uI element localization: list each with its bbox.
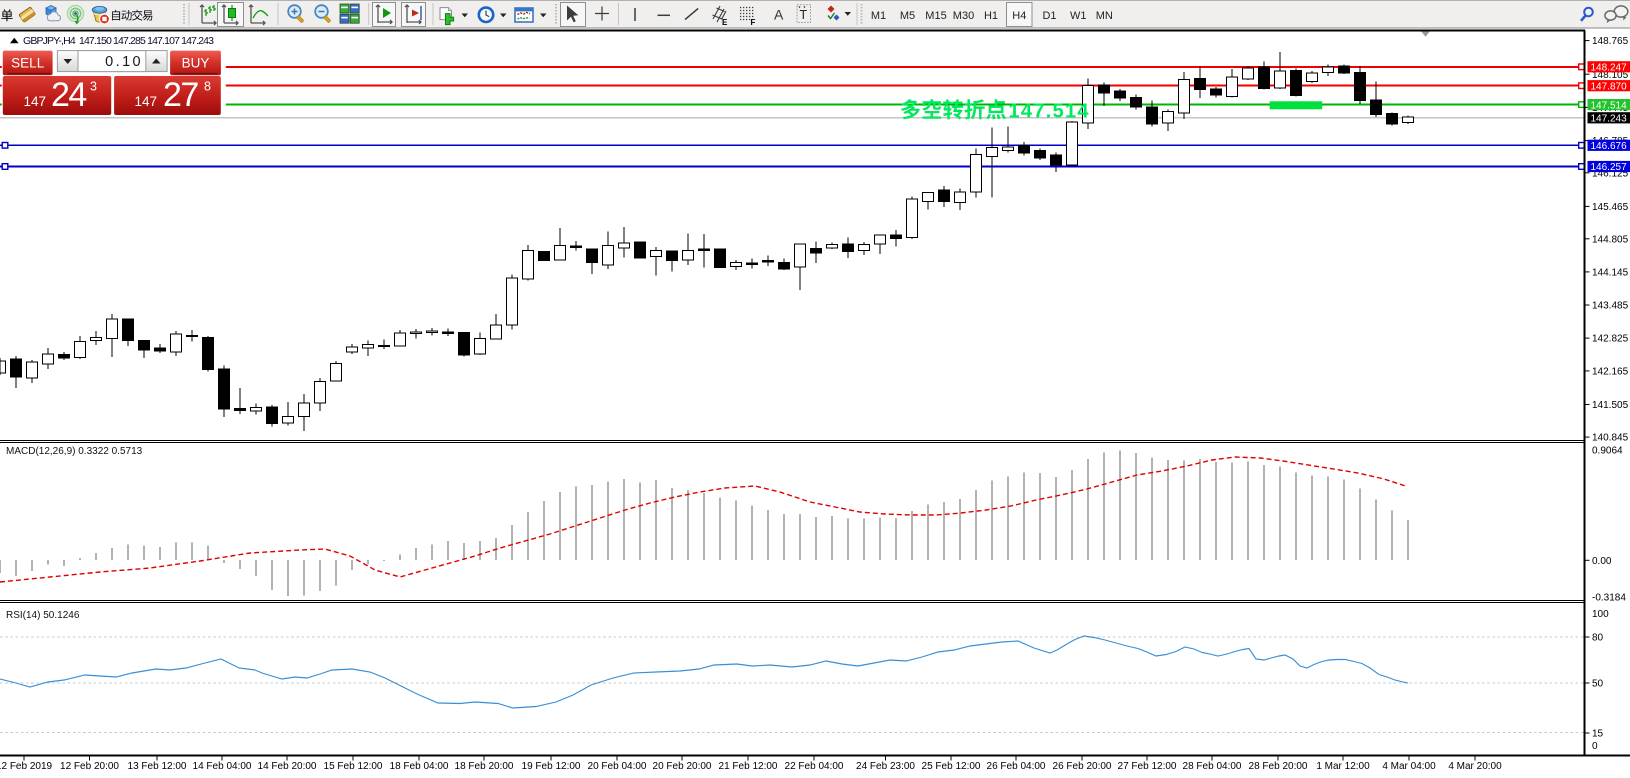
svg-text:100: 100 bbox=[1592, 609, 1609, 620]
svg-text:148.247: 148.247 bbox=[1591, 63, 1628, 74]
svg-text:141.505: 141.505 bbox=[1592, 400, 1629, 411]
svg-text:0.00: 0.00 bbox=[1592, 556, 1612, 567]
svg-text:148.105: 148.105 bbox=[1592, 70, 1629, 81]
svg-text:D1: D1 bbox=[1042, 10, 1056, 22]
svg-text:21 Feb 12:00: 21 Feb 12:00 bbox=[719, 761, 778, 772]
svg-text:M30: M30 bbox=[953, 10, 974, 22]
svg-text:24 Feb 23:00: 24 Feb 23:00 bbox=[856, 761, 915, 772]
svg-text:25 Feb 12:00: 25 Feb 12:00 bbox=[922, 761, 981, 772]
svg-text:H4: H4 bbox=[1012, 10, 1026, 22]
svg-text:E: E bbox=[722, 18, 728, 27]
svg-text:T: T bbox=[800, 8, 808, 22]
svg-text:3: 3 bbox=[90, 80, 97, 94]
svg-text:27 Feb 12:00: 27 Feb 12:00 bbox=[1118, 761, 1177, 772]
svg-text:140.845: 140.845 bbox=[1592, 433, 1629, 444]
svg-text:147.243: 147.243 bbox=[1591, 114, 1628, 125]
svg-text:143.485: 143.485 bbox=[1592, 301, 1629, 312]
svg-text:12 Feb 2019: 12 Feb 2019 bbox=[0, 761, 53, 772]
svg-text:M15: M15 bbox=[925, 10, 946, 22]
svg-text:28 Feb 20:00: 28 Feb 20:00 bbox=[1249, 761, 1308, 772]
svg-text:0: 0 bbox=[1592, 741, 1598, 752]
svg-text:4 Mar 20:00: 4 Mar 20:00 bbox=[1448, 761, 1502, 772]
svg-text:142.825: 142.825 bbox=[1592, 334, 1629, 345]
svg-text:15: 15 bbox=[1592, 729, 1604, 740]
svg-text:18 Feb 20:00: 18 Feb 20:00 bbox=[455, 761, 514, 772]
svg-text:18 Feb 04:00: 18 Feb 04:00 bbox=[390, 761, 449, 772]
svg-text:24: 24 bbox=[51, 76, 86, 114]
svg-text:26 Feb 20:00: 26 Feb 20:00 bbox=[1053, 761, 1112, 772]
svg-text:M1: M1 bbox=[871, 10, 886, 22]
svg-text:BUY: BUY bbox=[182, 55, 210, 70]
svg-text:19 Feb 12:00: 19 Feb 12:00 bbox=[522, 761, 581, 772]
svg-text:50: 50 bbox=[1592, 679, 1604, 690]
svg-text:12 Feb 20:00: 12 Feb 20:00 bbox=[60, 761, 119, 772]
svg-text:H1: H1 bbox=[984, 10, 998, 22]
svg-text:0.10: 0.10 bbox=[105, 54, 143, 70]
svg-text:RSI(14) 50.1246: RSI(14) 50.1246 bbox=[6, 610, 80, 621]
svg-text:GBPJPY-,H4 147.150 147.285 14: GBPJPY-,H4 147.150 147.285 147.107 147.2… bbox=[23, 35, 214, 47]
svg-text:147.514: 147.514 bbox=[1591, 100, 1628, 111]
svg-text:MN: MN bbox=[1096, 10, 1113, 22]
svg-text:147.514: 147.514 bbox=[1009, 101, 1090, 123]
svg-text:A: A bbox=[774, 6, 784, 22]
svg-text:1 Mar 12:00: 1 Mar 12:00 bbox=[1316, 761, 1370, 772]
svg-text:4 Mar 04:00: 4 Mar 04:00 bbox=[1382, 761, 1436, 772]
svg-text:27: 27 bbox=[163, 76, 198, 114]
svg-text:26 Feb 04:00: 26 Feb 04:00 bbox=[987, 761, 1046, 772]
svg-text:W1: W1 bbox=[1070, 10, 1087, 22]
svg-text:147: 147 bbox=[134, 94, 157, 109]
svg-text:144.145: 144.145 bbox=[1592, 268, 1629, 279]
svg-text:146.676: 146.676 bbox=[1591, 141, 1628, 152]
svg-text:148.765: 148.765 bbox=[1592, 36, 1629, 47]
svg-text:15 Feb 12:00: 15 Feb 12:00 bbox=[324, 761, 383, 772]
svg-text:145.465: 145.465 bbox=[1592, 202, 1629, 213]
svg-text:22 Feb 04:00: 22 Feb 04:00 bbox=[785, 761, 844, 772]
svg-text:8: 8 bbox=[204, 80, 211, 94]
svg-text:80: 80 bbox=[1592, 633, 1604, 644]
svg-text:146.125: 146.125 bbox=[1592, 168, 1629, 179]
svg-text:20 Feb 20:00: 20 Feb 20:00 bbox=[653, 761, 712, 772]
svg-text:28 Feb 04:00: 28 Feb 04:00 bbox=[1183, 761, 1242, 772]
svg-text:MACD(12,26,9) 0.3322 0.5713: MACD(12,26,9) 0.3322 0.5713 bbox=[6, 446, 143, 457]
svg-text:0.9064: 0.9064 bbox=[1592, 445, 1623, 456]
svg-text:147: 147 bbox=[23, 94, 46, 109]
svg-text:14 Feb 04:00: 14 Feb 04:00 bbox=[193, 761, 252, 772]
svg-text:20 Feb 04:00: 20 Feb 04:00 bbox=[588, 761, 647, 772]
svg-text:M5: M5 bbox=[900, 10, 915, 22]
svg-text:144.805: 144.805 bbox=[1592, 234, 1629, 245]
svg-text:146.257: 146.257 bbox=[1591, 162, 1628, 173]
svg-text:13 Feb 12:00: 13 Feb 12:00 bbox=[128, 761, 187, 772]
svg-text:-0.3184: -0.3184 bbox=[1592, 593, 1626, 604]
svg-text:F: F bbox=[751, 18, 756, 27]
svg-text:SELL: SELL bbox=[11, 55, 45, 70]
svg-text:147.870: 147.870 bbox=[1591, 81, 1628, 92]
svg-text:142.165: 142.165 bbox=[1592, 367, 1629, 378]
svg-text:14 Feb 20:00: 14 Feb 20:00 bbox=[258, 761, 317, 772]
